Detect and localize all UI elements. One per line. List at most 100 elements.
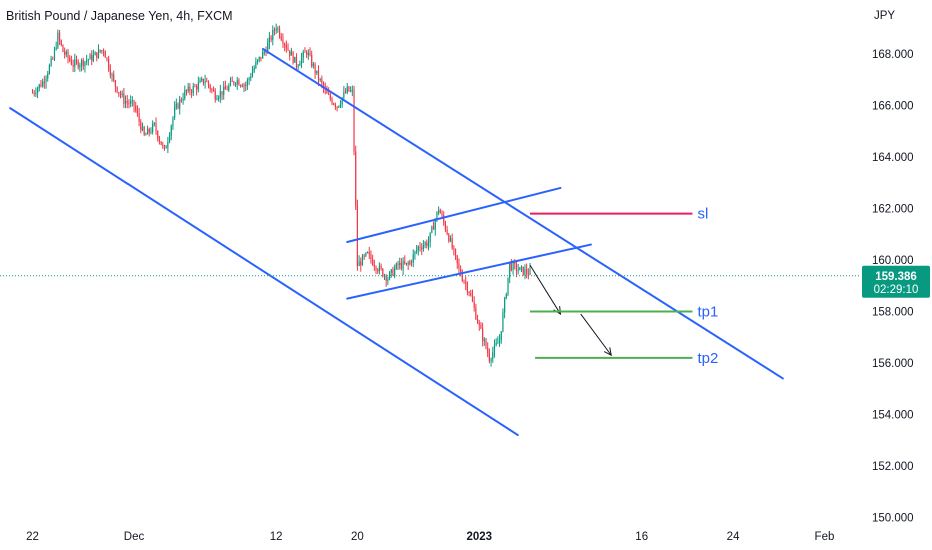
x-tick-label: 22: [26, 531, 39, 543]
candle-body: [75, 59, 78, 62]
candle-body: [295, 56, 298, 67]
candle-body: [498, 340, 501, 343]
forecast-arrow-2[interactable]: [580, 313, 612, 356]
candle-body: [509, 263, 511, 278]
candle-body: [321, 79, 323, 84]
candle-body: [492, 352, 494, 360]
candle-body: [424, 242, 426, 246]
candle-body: [33, 92, 35, 94]
candle-body: [520, 266, 523, 268]
candle-body: [404, 261, 406, 264]
flag-upper-line[interactable]: [346, 186, 562, 243]
candle-body: [146, 128, 149, 135]
candle-body: [285, 45, 287, 49]
forecast-arrow-2-head: [603, 347, 612, 357]
x-tick-label: Dec: [124, 531, 145, 543]
candle-body: [493, 344, 496, 353]
current-price-tag[interactable]: [862, 265, 930, 298]
candle-body: [184, 90, 186, 99]
candle-body: [446, 229, 448, 235]
candle-body: [182, 98, 184, 101]
candle-body: [109, 69, 111, 76]
candle-body: [199, 80, 201, 83]
forecast-arrow-1[interactable]: [529, 264, 561, 315]
candle-body: [300, 57, 303, 64]
candle-body: [45, 78, 47, 83]
candle-body: [251, 71, 254, 77]
candle-body: [282, 39, 284, 44]
candle-body: [463, 280, 465, 282]
time-axis[interactable]: 22 Dec 12 20 2023 16 24 Feb: [26, 531, 834, 543]
candle-body: [344, 92, 347, 94]
candle-body: [258, 56, 260, 60]
candle-body: [382, 268, 384, 277]
candle-body: [124, 101, 127, 104]
candle-body: [475, 307, 477, 320]
candle-body: [495, 343, 497, 345]
candle-body: [35, 93, 37, 95]
candle-body: [202, 78, 205, 84]
candle-body: [443, 215, 445, 223]
candle-body: [207, 81, 210, 86]
candle-body: [133, 100, 135, 107]
candle-body: [241, 85, 243, 87]
candle-body: [136, 110, 139, 114]
candle-body: [42, 81, 44, 87]
candle-body: [487, 347, 489, 354]
y-tick-label: 154.000: [872, 409, 914, 421]
chart-title: British Pound / Japanese Yen, 4h, FXCM: [6, 9, 233, 23]
candle-body: [309, 53, 311, 55]
flag-lower-line[interactable]: [346, 243, 592, 300]
candle-body: [353, 90, 355, 152]
candle-body: [360, 261, 362, 266]
candle-body: [275, 28, 277, 31]
candle-body: [395, 263, 397, 269]
candle-body: [333, 103, 335, 105]
candle-body: [204, 81, 206, 84]
candle-body: [190, 91, 193, 93]
y-tick-label: 152.000: [872, 461, 914, 473]
candle-body: [363, 255, 365, 257]
y-tick-label: 158.000: [872, 306, 914, 318]
candle-body: [372, 259, 374, 265]
candle-body: [97, 49, 100, 58]
price-countdown: 02:29:10: [874, 284, 919, 296]
candle-body: [43, 81, 45, 83]
upper-channel-line[interactable]: [261, 47, 784, 380]
price-axis[interactable]: 168.000 166.000 164.000 162.000 160.000 158.0…: [872, 49, 914, 524]
candle-body: [417, 246, 419, 251]
candle-body: [468, 291, 470, 294]
candle-body: [412, 254, 414, 263]
candle-body: [177, 103, 179, 109]
candle-body: [319, 79, 321, 81]
x-tick-label: 16: [635, 531, 648, 543]
candle-body: [223, 86, 225, 95]
candle-body: [197, 82, 199, 90]
candle-body: [260, 56, 262, 59]
candle-body: [150, 131, 152, 133]
candle-body: [80, 60, 83, 66]
candle-body: [148, 128, 150, 133]
candle-body: [240, 85, 242, 87]
candle-body: [231, 80, 233, 82]
candle-body: [194, 86, 196, 88]
candle-body: [331, 98, 333, 104]
candle-body: [317, 70, 320, 80]
candle-body: [86, 60, 88, 62]
candle-body: [378, 265, 380, 272]
candle-body: [519, 267, 521, 271]
candle-body: [346, 86, 348, 93]
candle-body: [96, 52, 98, 58]
candle-body: [101, 50, 103, 52]
candle-body: [179, 99, 181, 109]
candle-body: [326, 89, 328, 94]
candle-body: [451, 238, 453, 249]
candle-body: [471, 295, 474, 302]
candle-body: [390, 269, 392, 273]
candle-body: [152, 124, 154, 132]
candle-body: [53, 49, 56, 59]
lower-channel-line[interactable]: [9, 107, 519, 437]
candle-body: [216, 98, 218, 100]
